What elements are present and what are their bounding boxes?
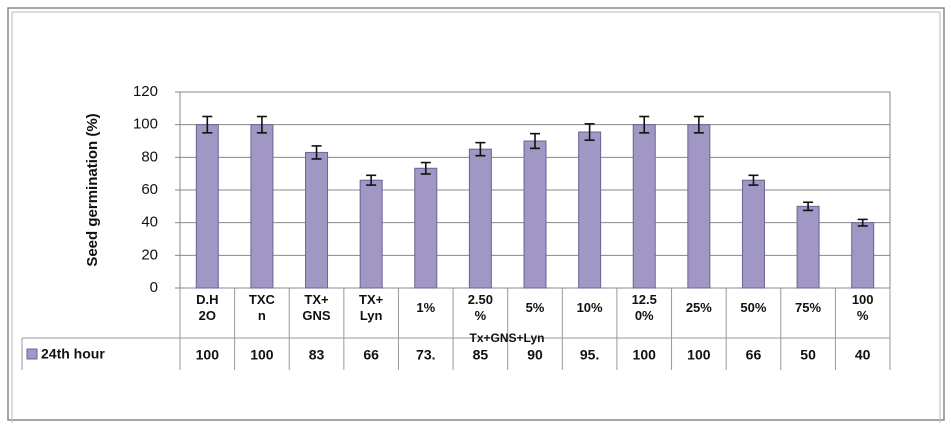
error-bar <box>475 141 486 157</box>
y-axis-label: Seed germination (%) <box>84 113 101 266</box>
y-tick-label: 100 <box>133 116 158 133</box>
y-tick-label: 0 <box>150 279 158 296</box>
y-tick-label: 80 <box>141 148 158 165</box>
value-label: 66 <box>363 347 379 363</box>
error-bar <box>748 174 759 186</box>
x-tick-label-box: 100 % <box>851 292 874 323</box>
x-tick-label-box: TX+ GNS <box>302 292 331 323</box>
x-tick-label-box: 2.50 % <box>467 292 494 323</box>
bar <box>796 205 820 289</box>
bar <box>632 124 656 289</box>
value-label: 85 <box>473 347 489 363</box>
value-label: 95. <box>580 347 599 363</box>
bar <box>305 151 329 289</box>
x-tick-label-box: 12.5 0% <box>631 292 657 323</box>
value-label: 100 <box>633 347 657 363</box>
bar <box>359 179 383 289</box>
bar <box>414 167 438 289</box>
x-tick-label: 12.5 0% <box>631 292 657 323</box>
y-tick-label: 120 <box>133 83 158 100</box>
error-bar <box>803 201 814 212</box>
x-tick-label: D.H 2O <box>196 292 219 323</box>
x-tick-label: 10% <box>576 300 603 315</box>
error-bar <box>202 115 213 134</box>
x-tick-label-box: TX+ Lyn <box>359 292 384 323</box>
x-tick-label: 1% <box>416 300 436 315</box>
value-label: 83 <box>309 347 325 363</box>
x-tick-label-box: TXC n <box>248 292 275 323</box>
bar <box>687 124 711 289</box>
value-label: 50 <box>800 347 816 363</box>
legend-key <box>26 348 38 360</box>
x-tick-label: 5% <box>525 300 545 315</box>
error-bar <box>639 115 650 134</box>
x-tick-label: 75% <box>795 300 822 315</box>
error-bar <box>584 123 595 141</box>
error-bar <box>530 132 540 150</box>
bar <box>468 148 492 289</box>
value-label: 100 <box>250 347 274 363</box>
group-label: Tx+GNS+Lyn <box>470 331 545 345</box>
value-label: 100 <box>196 347 220 363</box>
x-tick-label: TX+ Lyn <box>359 292 384 323</box>
x-tick-label: 100 % <box>851 292 874 323</box>
x-tick-label: 25% <box>685 300 712 315</box>
x-tick-label: TXC n <box>248 292 275 323</box>
value-label: 73. <box>416 347 435 363</box>
value-label: 66 <box>746 347 762 363</box>
x-tick-label-box: 1% <box>416 300 436 315</box>
error-bar <box>256 115 267 134</box>
x-tick-label-box: 25% <box>685 300 712 315</box>
x-tick-label: 2.50 % <box>467 292 494 323</box>
error-bar <box>420 161 431 175</box>
y-tick-label: 40 <box>141 214 158 231</box>
error-bar <box>693 115 704 134</box>
bar <box>578 131 602 289</box>
bar <box>195 124 219 289</box>
x-tick-label-box: 50% <box>740 300 767 315</box>
bar <box>851 222 875 289</box>
bar <box>523 140 547 289</box>
y-tick-label: 60 <box>141 181 158 198</box>
x-tick-label: TX+ GNS <box>302 292 331 323</box>
x-tick-label-box: 75% <box>795 300 822 315</box>
error-bar <box>311 145 322 160</box>
value-label: 40 <box>855 347 871 363</box>
value-label: 100 <box>687 347 711 363</box>
error-bar <box>857 218 868 227</box>
error-bar <box>366 174 377 186</box>
value-label: 90 <box>527 347 543 363</box>
legend-label: 24th hour <box>41 346 105 362</box>
x-tick-label-box: D.H 2O <box>196 292 219 323</box>
bar <box>250 124 274 289</box>
bar <box>741 179 765 289</box>
x-tick-label-box: 10% <box>576 300 603 315</box>
x-tick-label-box: 5% <box>525 300 545 315</box>
y-tick-label: 20 <box>141 246 158 263</box>
x-tick-label: 50% <box>740 300 767 315</box>
